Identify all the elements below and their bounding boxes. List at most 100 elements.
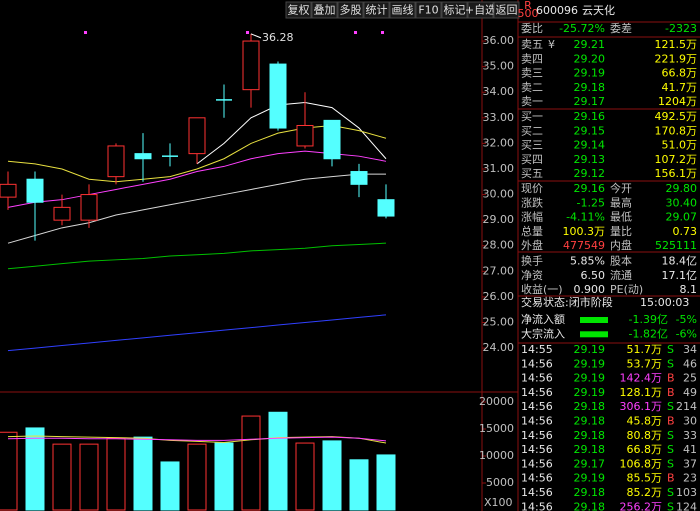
trade-side: B <box>667 415 675 428</box>
book-label: 卖四 <box>521 52 543 65</box>
toolbar-button[interactable] <box>363 1 390 19</box>
book-volume: 107.2万 <box>655 153 698 166</box>
toolbar-label: 叠加 <box>314 4 336 17</box>
toolbar-button[interactable] <box>467 1 494 19</box>
trade-count: 37 <box>683 457 697 470</box>
stat-label: 涨跌 <box>521 195 543 209</box>
toolbar-button[interactable] <box>441 1 468 19</box>
stat-value: 6.50 <box>581 269 606 282</box>
trade-side: B <box>667 472 675 485</box>
volume-bar <box>0 431 18 511</box>
trade-volume: 85.5万 <box>627 472 663 485</box>
stat-label: 量比 <box>610 225 632 238</box>
trade-count: 103 <box>676 486 697 499</box>
y-tick-label: 35.00 <box>483 60 515 73</box>
toolbar-button[interactable] <box>285 1 312 19</box>
trade-time: 14:56 <box>521 500 553 511</box>
trade-time: 14:56 <box>521 443 553 456</box>
stat-label: 换手 <box>521 254 543 268</box>
trade-volume: 306.1万 <box>620 400 663 413</box>
book-volume: 492.5万 <box>655 110 698 123</box>
y-tick-label: 33.00 <box>483 111 515 124</box>
volume-bar <box>106 437 126 511</box>
stat-label: 净资 <box>521 268 543 282</box>
stat-label: 最低 <box>610 211 632 224</box>
book-label: 买二 <box>521 124 543 137</box>
candle-body <box>296 124 314 147</box>
book-price: 29.19 <box>574 67 606 80</box>
y-tick-label: 32.00 <box>483 136 515 149</box>
annotation-leader <box>250 33 262 39</box>
toolbar-button[interactable] <box>415 1 442 19</box>
toolbar-button[interactable] <box>389 1 416 19</box>
trade-price: 29.17 <box>574 457 606 470</box>
book-price: 29.15 <box>574 124 606 137</box>
trade-volume: 51.7万 <box>627 343 663 356</box>
stat-value: 8.1 <box>680 283 698 296</box>
stat-value: 0.900 <box>574 283 606 296</box>
moving-average <box>7 124 387 183</box>
trade-price: 29.19 <box>574 386 606 399</box>
unit-label: X100 <box>484 496 513 509</box>
flow-label: 净流入额 <box>521 312 565 326</box>
flow-amount: -1.82亿 <box>629 327 668 340</box>
flow-label: 大宗流入 <box>521 326 565 340</box>
stat-value: -4.11% <box>566 211 605 224</box>
stat-label: 内盘 <box>610 238 632 252</box>
y-tick-label: 24.00 <box>483 341 515 354</box>
candle-body <box>53 206 71 221</box>
stat-value: 30.40 <box>666 196 698 209</box>
candle-body <box>269 63 287 129</box>
trade-side: S <box>667 443 674 456</box>
y-tick-label: 20000 <box>479 395 514 408</box>
status-label: 交易状态:闭市阶段 <box>521 295 613 309</box>
trade-price: 29.18 <box>574 486 606 499</box>
volume-bar <box>322 440 342 511</box>
trade-volume: 66.8万 <box>627 443 663 456</box>
flow-percent: -5% <box>676 313 697 326</box>
volume-bar <box>241 415 261 511</box>
trade-side: S <box>667 343 674 356</box>
candle-body <box>134 153 152 160</box>
y-tick-label: 27.00 <box>483 264 515 277</box>
event-dot <box>246 31 249 34</box>
trade-time: 14:56 <box>521 357 553 370</box>
trade-volume: 80.8万 <box>627 429 663 442</box>
stat-value: 17.1亿 <box>662 269 698 282</box>
volume-bar <box>52 443 72 511</box>
book-label: 卖二 <box>521 81 543 94</box>
volume-bar <box>295 442 315 511</box>
y-tick-label: 26.00 <box>483 290 515 303</box>
toolbar-button[interactable] <box>493 1 520 19</box>
trade-time: 14:56 <box>521 457 553 470</box>
trade-side: S <box>667 486 674 499</box>
stat-label: 最高 <box>610 195 632 209</box>
trade-side: S <box>667 500 674 511</box>
flow-amount: -1.39亿 <box>629 313 668 326</box>
toolbar-label: 返回 <box>496 4 518 17</box>
trade-price: 29.18 <box>574 500 606 511</box>
volume-bar <box>214 442 234 511</box>
trade-volume: 45.8万 <box>627 415 663 428</box>
trade-side: B <box>667 386 675 399</box>
flow-bar <box>580 317 608 323</box>
book-price: 29.13 <box>574 153 606 166</box>
y-tick-label: 34.00 <box>483 85 515 98</box>
trade-count: 49 <box>683 386 697 399</box>
y-tick-label: 36.00 <box>483 34 515 47</box>
stat-value: -1.25 <box>577 196 605 209</box>
trade-price: 29.18 <box>574 415 606 428</box>
trade-volume: 106.8万 <box>620 457 663 470</box>
toolbar-button[interactable] <box>311 1 338 19</box>
toolbar-button[interactable] <box>337 1 364 19</box>
stat-value: 525111 <box>655 239 697 252</box>
trade-price: 29.18 <box>574 429 606 442</box>
badge-top: R <box>524 0 532 12</box>
candle-body <box>350 171 368 185</box>
stat-value: 0.73 <box>673 225 698 238</box>
trade-side: S <box>667 357 674 370</box>
y-tick-label: 28.00 <box>483 239 515 252</box>
trade-price: 29.19 <box>574 343 606 356</box>
trade-count: 41 <box>683 443 697 456</box>
